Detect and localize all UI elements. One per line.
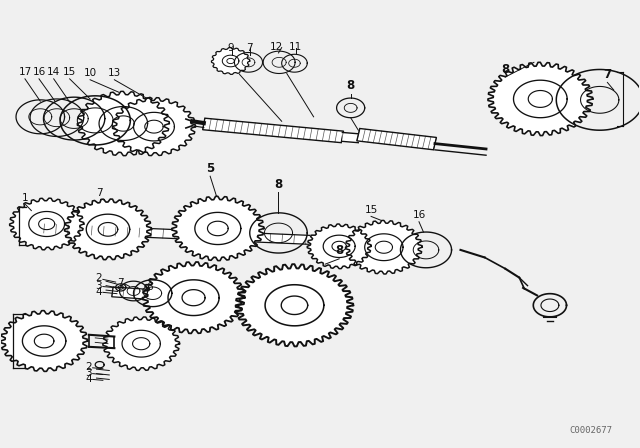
Text: 8: 8 [335, 245, 343, 258]
Text: 3: 3 [85, 368, 92, 378]
Text: 16: 16 [33, 67, 45, 77]
Polygon shape [65, 199, 152, 260]
Text: 11: 11 [289, 42, 302, 52]
Text: 6: 6 [147, 282, 153, 293]
Text: 7: 7 [97, 188, 103, 198]
Text: 17: 17 [19, 67, 31, 77]
Polygon shape [112, 287, 333, 311]
Polygon shape [236, 264, 353, 346]
Polygon shape [346, 220, 422, 274]
Polygon shape [1, 310, 88, 371]
Text: 4: 4 [95, 287, 102, 297]
Text: C0002677: C0002677 [570, 426, 612, 435]
Polygon shape [103, 317, 179, 370]
Text: 4: 4 [85, 374, 92, 383]
Text: 15: 15 [63, 67, 76, 77]
Text: 7: 7 [246, 43, 253, 53]
Text: 3: 3 [95, 280, 102, 291]
Polygon shape [488, 62, 593, 136]
Text: 14: 14 [47, 67, 60, 77]
Polygon shape [211, 47, 250, 74]
Text: 1: 1 [22, 193, 28, 202]
Polygon shape [172, 196, 264, 261]
Polygon shape [77, 91, 170, 155]
Text: 2: 2 [95, 273, 102, 284]
Text: 10: 10 [84, 68, 97, 78]
Polygon shape [357, 129, 436, 150]
Text: 12: 12 [270, 42, 283, 52]
Text: 16: 16 [412, 211, 426, 220]
Text: 8: 8 [275, 177, 283, 190]
Text: 15: 15 [364, 205, 378, 215]
Text: 8: 8 [346, 79, 355, 92]
Polygon shape [44, 224, 378, 247]
Polygon shape [143, 262, 244, 333]
Text: 13: 13 [108, 68, 121, 78]
Text: 2: 2 [85, 362, 92, 372]
Text: 8: 8 [501, 63, 509, 76]
Text: 7: 7 [116, 278, 124, 288]
Polygon shape [307, 224, 371, 269]
Text: 5: 5 [206, 162, 214, 175]
Polygon shape [113, 98, 195, 155]
Text: 7: 7 [604, 68, 611, 81]
Text: 9: 9 [227, 43, 234, 53]
Polygon shape [10, 198, 84, 250]
Polygon shape [203, 118, 344, 142]
